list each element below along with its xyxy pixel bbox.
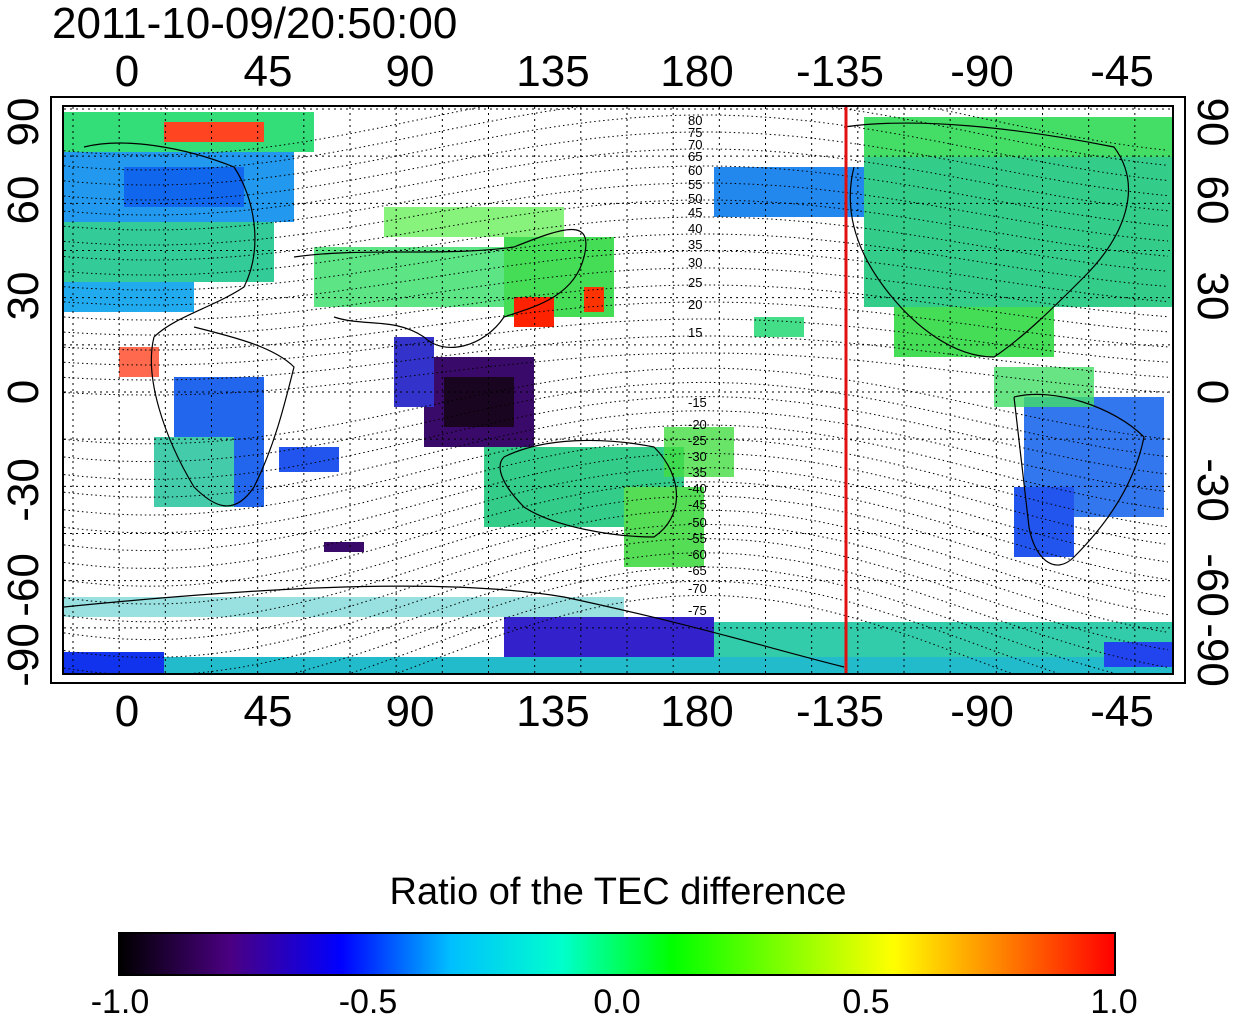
bottom-lon-tick: 180 — [660, 687, 734, 736]
tec-map: 80 75 70 65 60 55 50 45 40 35 30 25 20 15 -15 -20 -25 -30… — [62, 105, 1174, 675]
bottom-lon-tick: -45 — [1090, 687, 1154, 736]
top-lon-tick: 45 — [243, 47, 293, 96]
contour-label: -60 — [688, 547, 707, 562]
contour-label: 60 — [688, 163, 702, 178]
contour-label: -75 — [688, 603, 707, 618]
contour-line — [64, 396, 1169, 480]
contour-line — [292, 566, 1116, 673]
contour-label: -30 — [688, 449, 707, 464]
colorbar-tick: 0.5 — [842, 983, 890, 1021]
contour-line — [64, 352, 1169, 396]
map-timestamp: 2011-10-09/20:50:00 — [52, 0, 458, 48]
contour-label: 80 — [688, 113, 702, 128]
contour-line — [64, 301, 1169, 351]
top-lon-tick: -135 — [795, 47, 885, 96]
colorbar-tick: 0.0 — [593, 983, 641, 1021]
colorbar — [118, 932, 1116, 976]
colorbar-tick: 1.0 — [1090, 983, 1138, 1021]
contour-line — [64, 481, 1169, 587]
left-lat-tick: -90 — [0, 623, 48, 687]
right-lat-tick: 90 — [1188, 97, 1237, 147]
top-lon-tick: 135 — [516, 47, 590, 96]
contour-label: 55 — [688, 177, 702, 192]
contour-label: -20 — [688, 417, 707, 432]
colorbar-tick: -0.5 — [338, 983, 398, 1021]
bottom-lon-tick: 0 — [114, 687, 140, 736]
contour-label: -65 — [688, 563, 707, 578]
contour-line — [64, 467, 1169, 569]
top-lon-tick: -90 — [950, 47, 1014, 96]
contour-label: 25 — [688, 275, 702, 290]
contour-line — [64, 523, 1169, 641]
map-outer-frame — [50, 96, 1186, 684]
contour-line — [64, 452, 1169, 552]
contour-line — [64, 335, 1169, 381]
contour-label: 40 — [688, 221, 702, 236]
right-lat-tick: -30 — [1188, 458, 1237, 522]
contour-label: -45 — [688, 497, 707, 512]
contour-label: 75 — [688, 125, 702, 140]
bottom-lon-tick: 135 — [516, 687, 590, 736]
contour-label: 35 — [688, 237, 702, 252]
colorbar-tick: -1.0 — [90, 983, 150, 1021]
contour-label: -55 — [688, 531, 707, 546]
contour-line — [64, 284, 1169, 336]
contour-line — [64, 131, 1169, 201]
coastlines — [64, 122, 1145, 668]
contour-label: 70 — [688, 137, 702, 152]
right-lat-tick: -90 — [1188, 623, 1237, 687]
contour-line — [64, 318, 1169, 366]
contour-label: -25 — [688, 433, 707, 448]
top-lon-tick: 180 — [660, 47, 734, 96]
right-lat-tick: 60 — [1188, 175, 1237, 225]
top-lon-tick: 90 — [385, 47, 435, 96]
left-lat-tick: 60 — [0, 175, 48, 225]
bottom-lon-tick: 45 — [243, 687, 293, 736]
contour-line — [64, 495, 1169, 605]
left-lat-tick: -60 — [0, 553, 48, 617]
contour-line — [64, 367, 1169, 445]
right-lat-tick: -60 — [1188, 553, 1237, 617]
top-lon-tick: 0 — [114, 47, 140, 96]
contour-line — [64, 148, 1169, 216]
contour-label: 20 — [688, 297, 702, 312]
left-lat-tick: 0 — [0, 379, 48, 405]
contour-label: 45 — [688, 205, 702, 220]
contour-label: 30 — [688, 255, 702, 270]
contour-label: 65 — [688, 149, 702, 164]
contour-line — [396, 594, 1012, 673]
bottom-lon-tick: 90 — [385, 687, 435, 736]
contour-line — [64, 438, 1169, 534]
magnetic-contours — [64, 107, 1169, 673]
contour-label: -40 — [688, 481, 707, 496]
contour-label: -35 — [688, 465, 707, 480]
contour-line — [64, 538, 1169, 658]
contour-label: 50 — [688, 191, 702, 206]
contour-line — [64, 552, 1169, 673]
contour-line — [64, 410, 1169, 498]
top-lon-tick: -45 — [1090, 47, 1154, 96]
colorbar-title: Ratio of the TEC difference — [389, 871, 847, 913]
contour-line — [64, 381, 1169, 463]
contour-label: -70 — [688, 581, 707, 596]
bottom-lon-tick: -90 — [950, 687, 1014, 736]
contour-label: 15 — [688, 325, 702, 340]
contour-line — [64, 424, 1169, 516]
left-lat-tick: 30 — [0, 271, 48, 321]
contour-line — [64, 267, 1169, 321]
right-lat-tick: 30 — [1188, 271, 1237, 321]
contour-line — [64, 114, 1169, 186]
bottom-lon-tick: -135 — [795, 687, 885, 736]
right-lat-tick: 0 — [1188, 379, 1237, 405]
contour-label: -15 — [688, 395, 707, 410]
left-lat-tick: 90 — [0, 97, 48, 147]
contour-label: -50 — [688, 515, 707, 530]
contour-line — [64, 509, 1169, 623]
left-lat-tick: -30 — [0, 458, 48, 522]
